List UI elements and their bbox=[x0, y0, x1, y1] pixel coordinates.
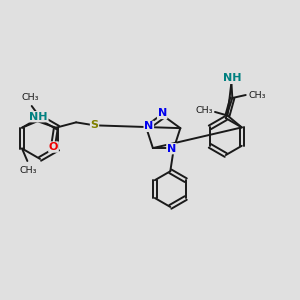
Text: S: S bbox=[91, 120, 98, 130]
Text: N: N bbox=[167, 144, 176, 154]
Text: N: N bbox=[144, 122, 153, 131]
Text: CH₃: CH₃ bbox=[248, 91, 266, 100]
Text: CH₃: CH₃ bbox=[195, 106, 213, 115]
Text: O: O bbox=[49, 142, 58, 152]
Text: N: N bbox=[158, 108, 167, 118]
Text: NH: NH bbox=[29, 112, 48, 122]
Text: CH₃: CH₃ bbox=[20, 166, 37, 175]
Text: NH: NH bbox=[223, 74, 241, 83]
Text: CH₃: CH₃ bbox=[22, 93, 39, 102]
